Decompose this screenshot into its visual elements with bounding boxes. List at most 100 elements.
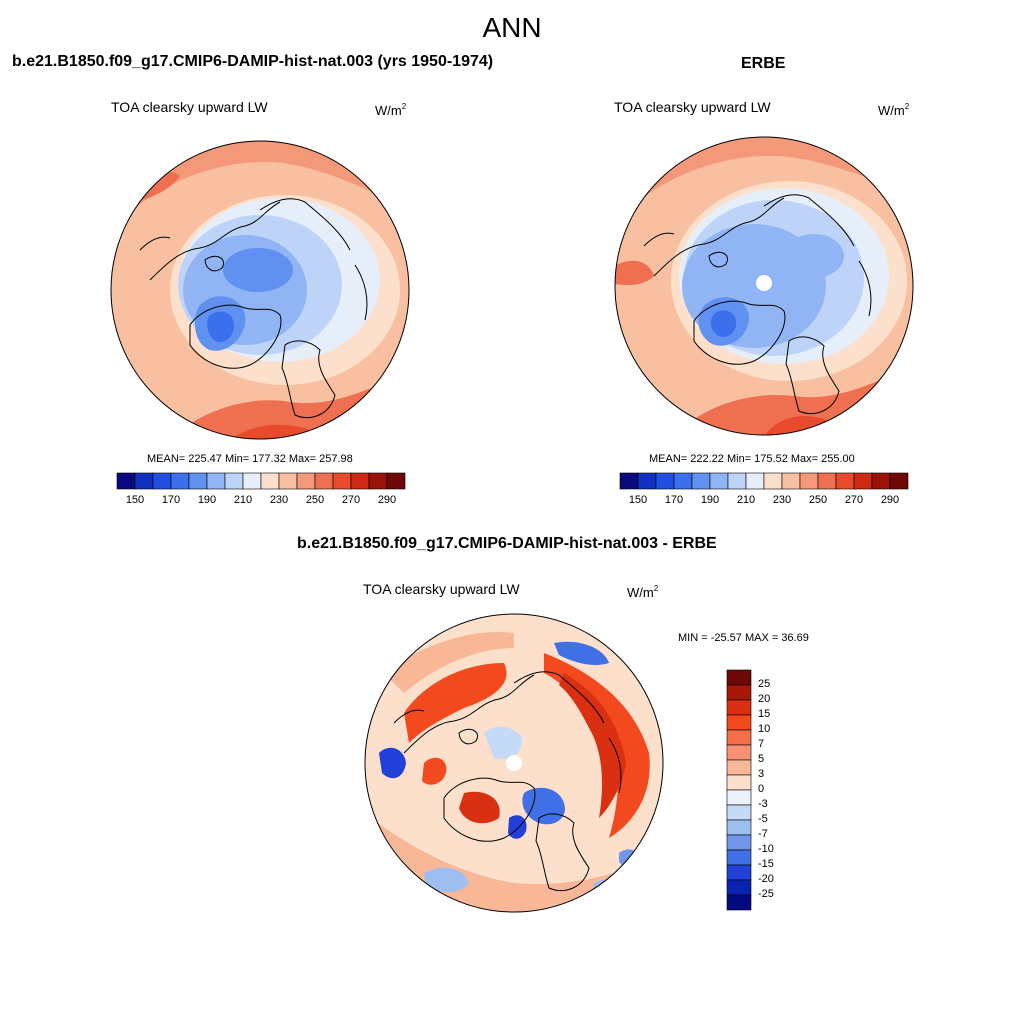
colorbar-swatch bbox=[726, 669, 752, 686]
colorbar-swatch bbox=[637, 472, 657, 490]
colorbar-swatch bbox=[763, 472, 783, 490]
colorbar-swatch bbox=[726, 849, 752, 866]
colorbar-swatch bbox=[709, 472, 729, 490]
colorbar-swatch bbox=[386, 472, 406, 490]
colorbar-swatch bbox=[350, 472, 370, 490]
colorbar-tick-label: -20 bbox=[758, 873, 774, 885]
colorbar-tick-label: 5 bbox=[758, 753, 765, 765]
panel-model-title: b.e21.B1850.f09_g17.CMIP6-DAMIP-hist-nat… bbox=[12, 53, 494, 70]
colorbar-tick-label: 290 bbox=[880, 494, 900, 506]
colorbar-tick-label: 230 bbox=[772, 494, 792, 506]
panel-diff-title: b.e21.B1850.f09_g17.CMIP6-DAMIP-hist-nat… bbox=[297, 535, 717, 552]
colorbar-tick-label: 170 bbox=[161, 494, 181, 506]
figure-title: ANN bbox=[482, 12, 542, 43]
colorbar-swatch bbox=[745, 472, 765, 490]
colorbar-tick-label: 210 bbox=[233, 494, 253, 506]
colorbar-swatch bbox=[224, 472, 244, 490]
colorbar-swatch bbox=[726, 864, 752, 881]
colorbar-tick-label: 25 bbox=[758, 678, 771, 690]
panel-obs-polar-map bbox=[614, 136, 914, 436]
colorbar-tick-label: 150 bbox=[125, 494, 145, 506]
colorbar-swatch bbox=[781, 472, 801, 490]
map-field-fill bbox=[365, 614, 663, 912]
colorbar-swatch bbox=[727, 472, 747, 490]
colorbar-tick-label: -3 bbox=[758, 798, 768, 810]
colorbar-tick-label: 170 bbox=[664, 494, 684, 506]
colorbar-swatch bbox=[134, 472, 154, 490]
colorbar-swatch bbox=[726, 759, 752, 776]
colorbar-swatch bbox=[726, 774, 752, 791]
colorbar-swatch bbox=[691, 472, 711, 490]
colorbar-tick-label: -10 bbox=[758, 843, 774, 855]
map-boundary bbox=[110, 140, 410, 440]
colorbar-tick-label: 230 bbox=[269, 494, 289, 506]
panel-obs-unit: W/m2 bbox=[878, 102, 910, 118]
colorbar-swatch bbox=[726, 714, 752, 731]
colorbar-tick-label: 10 bbox=[758, 723, 771, 735]
colorbar-swatch bbox=[889, 472, 909, 490]
panel-obs-title: ERBE bbox=[741, 55, 786, 72]
colorbar-swatch bbox=[726, 804, 752, 821]
panel-diff-unit: W/m2 bbox=[627, 584, 659, 600]
colorbar-tick-label: 270 bbox=[844, 494, 864, 506]
colorbar-swatch bbox=[260, 472, 280, 490]
colorbar-swatch bbox=[655, 472, 675, 490]
colorbar-tick-label: 190 bbox=[197, 494, 217, 506]
panel-diff-variable: TOA clearsky upward LW bbox=[363, 581, 520, 597]
colorbar-tick-label: -5 bbox=[758, 813, 768, 825]
colorbar-swatch bbox=[726, 684, 752, 701]
colorbar-tick-label: -7 bbox=[758, 828, 768, 840]
colorbar-swatch bbox=[726, 894, 752, 911]
colorbar-swatch bbox=[799, 472, 819, 490]
colorbar-swatch bbox=[726, 744, 752, 761]
colorbar-swatch bbox=[871, 472, 891, 490]
colorbar-swatch bbox=[206, 472, 226, 490]
colorbar-tick-label: 210 bbox=[736, 494, 756, 506]
colorbar-swatch bbox=[296, 472, 316, 490]
colorbar-swatch bbox=[278, 472, 298, 490]
colorbar-tick-label: 3 bbox=[758, 768, 765, 780]
panel-obs-variable: TOA clearsky upward LW bbox=[614, 99, 771, 115]
panel-model-colorbar bbox=[116, 472, 406, 490]
colorbar-swatch bbox=[314, 472, 334, 490]
colorbar-tick-label: 7 bbox=[758, 738, 765, 750]
map-field-fill bbox=[111, 141, 409, 439]
colorbar-tick-label: 15 bbox=[758, 708, 771, 720]
panel-model-polar-map bbox=[110, 140, 410, 440]
colorbar-swatch bbox=[726, 789, 752, 806]
colorbar-swatch bbox=[726, 729, 752, 746]
panel-diff-colorbar-ticks: 25 20 15 10 7 5 3 0 -3 -5 -7 -10 -15 -20 -25 bbox=[758, 670, 798, 910]
panel-model-stats: MEAN= 225.47 Min= 177.32 Max= 257.98 bbox=[147, 453, 353, 465]
coastlines bbox=[393, 671, 622, 892]
colorbar-tick-label: 0 bbox=[758, 783, 765, 795]
colorbar-swatch bbox=[170, 472, 190, 490]
colorbar-swatch bbox=[726, 819, 752, 836]
panel-model-unit: W/m2 bbox=[375, 102, 407, 118]
colorbar-swatch bbox=[726, 834, 752, 851]
colorbar-tick-label: 250 bbox=[305, 494, 325, 506]
colorbar-swatch bbox=[332, 472, 352, 490]
colorbar-swatch bbox=[188, 472, 208, 490]
colorbar-swatch bbox=[152, 472, 172, 490]
panel-obs-colorbar-ticks: 150 170 190 210 230 250 270 290 bbox=[620, 494, 908, 508]
panel-diff-colorbar bbox=[726, 669, 752, 911]
colorbar-swatch bbox=[619, 472, 639, 490]
map-boundary bbox=[364, 613, 664, 913]
coastlines bbox=[643, 194, 872, 415]
colorbar-tick-label: 290 bbox=[377, 494, 397, 506]
panel-model-colorbar-ticks: 150 170 190 210 230 250 270 290 bbox=[117, 494, 405, 508]
colorbar-swatch bbox=[116, 472, 136, 490]
colorbar-swatch bbox=[726, 879, 752, 896]
panel-obs-colorbar bbox=[619, 472, 909, 490]
panel-obs-stats: MEAN= 222.22 Min= 175.52 Max= 255.00 bbox=[649, 453, 855, 465]
colorbar-swatch bbox=[853, 472, 873, 490]
colorbar-swatch bbox=[726, 699, 752, 716]
colorbar-tick-label: 270 bbox=[341, 494, 361, 506]
coastlines bbox=[139, 198, 368, 419]
colorbar-tick-label: -25 bbox=[758, 888, 774, 900]
colorbar-tick-label: 190 bbox=[700, 494, 720, 506]
colorbar-swatch bbox=[242, 472, 262, 490]
colorbar-tick-label: 20 bbox=[758, 693, 771, 705]
panel-diff-polar-map bbox=[364, 613, 664, 913]
colorbar-swatch bbox=[368, 472, 388, 490]
